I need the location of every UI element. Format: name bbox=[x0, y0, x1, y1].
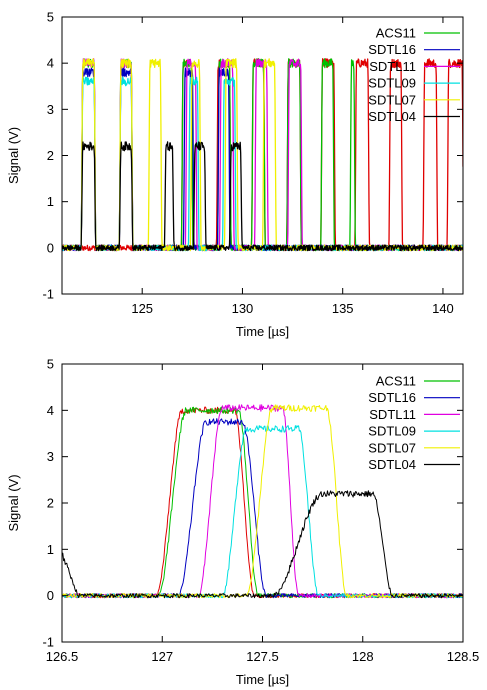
legend-label: ACS11 bbox=[376, 26, 416, 41]
y-tick-label: 3 bbox=[47, 449, 54, 464]
legend-label: SDTL07 bbox=[368, 440, 416, 455]
y-tick-label: -1 bbox=[42, 635, 54, 650]
x-tick-label: 125 bbox=[131, 301, 153, 316]
x-tick-label: 128 bbox=[352, 649, 374, 664]
series-sdtl09-line bbox=[62, 425, 463, 599]
series-sdtl04-line bbox=[62, 490, 463, 599]
x-axis-label: Time [µs] bbox=[236, 324, 289, 339]
legend-label: SDTL16 bbox=[368, 390, 416, 405]
x-tick-label: 127 bbox=[151, 649, 173, 664]
legend-label: SDTL04 bbox=[368, 109, 416, 124]
y-axis-label: Signal (V) bbox=[6, 127, 21, 184]
y-tick-label: 3 bbox=[47, 102, 54, 117]
chart-panel: -1 0 1 2 3 4 5 126.5 127 127.5 128 128.5 Time [µs] Si… bbox=[6, 357, 479, 688]
legend-label: SDTL11 bbox=[369, 407, 416, 422]
y-tick-label: 4 bbox=[47, 403, 54, 418]
legend-label: ACS11 bbox=[376, 374, 416, 389]
plot-area bbox=[62, 58, 463, 252]
x-tick-label: 130 bbox=[232, 301, 254, 316]
y-axis-label: Signal (V) bbox=[6, 474, 21, 531]
legend-label: SDTL16 bbox=[368, 42, 416, 57]
y-tick-label: 1 bbox=[47, 542, 54, 557]
y-tick-label: 5 bbox=[47, 10, 54, 25]
plot-area bbox=[62, 404, 463, 599]
legend-label: SDTL09 bbox=[368, 424, 416, 439]
x-tick-label: 127.5 bbox=[246, 649, 279, 664]
y-tick-label: 4 bbox=[47, 56, 54, 71]
legend-label: SDTL09 bbox=[368, 76, 416, 91]
chart-panel: -1 0 1 2 3 4 5 125 130 135 140 Time [µs] Signal (V) A… bbox=[6, 10, 464, 339]
x-tick-label: 128.5 bbox=[447, 649, 480, 664]
series-sdtl04-line bbox=[62, 141, 463, 252]
y-tick-label: -1 bbox=[42, 287, 54, 302]
legend-label: SDTL07 bbox=[368, 92, 416, 107]
plot-frame bbox=[61, 363, 464, 643]
x-tick-label: 140 bbox=[432, 301, 454, 316]
legend-label: SDTL11 bbox=[369, 59, 416, 74]
y-tick-label: 2 bbox=[47, 496, 54, 511]
y-tick-label: 5 bbox=[47, 357, 54, 372]
y-tick-label: 1 bbox=[47, 194, 54, 209]
x-tick-label: 126.5 bbox=[46, 649, 79, 664]
y-tick-label: 0 bbox=[47, 588, 54, 603]
y-tick-label: 0 bbox=[47, 240, 54, 255]
legend-label: SDTL04 bbox=[368, 457, 416, 472]
x-axis-label: Time [µs] bbox=[236, 672, 289, 687]
x-tick-label: 135 bbox=[332, 301, 354, 316]
y-tick-label: 2 bbox=[47, 148, 54, 163]
